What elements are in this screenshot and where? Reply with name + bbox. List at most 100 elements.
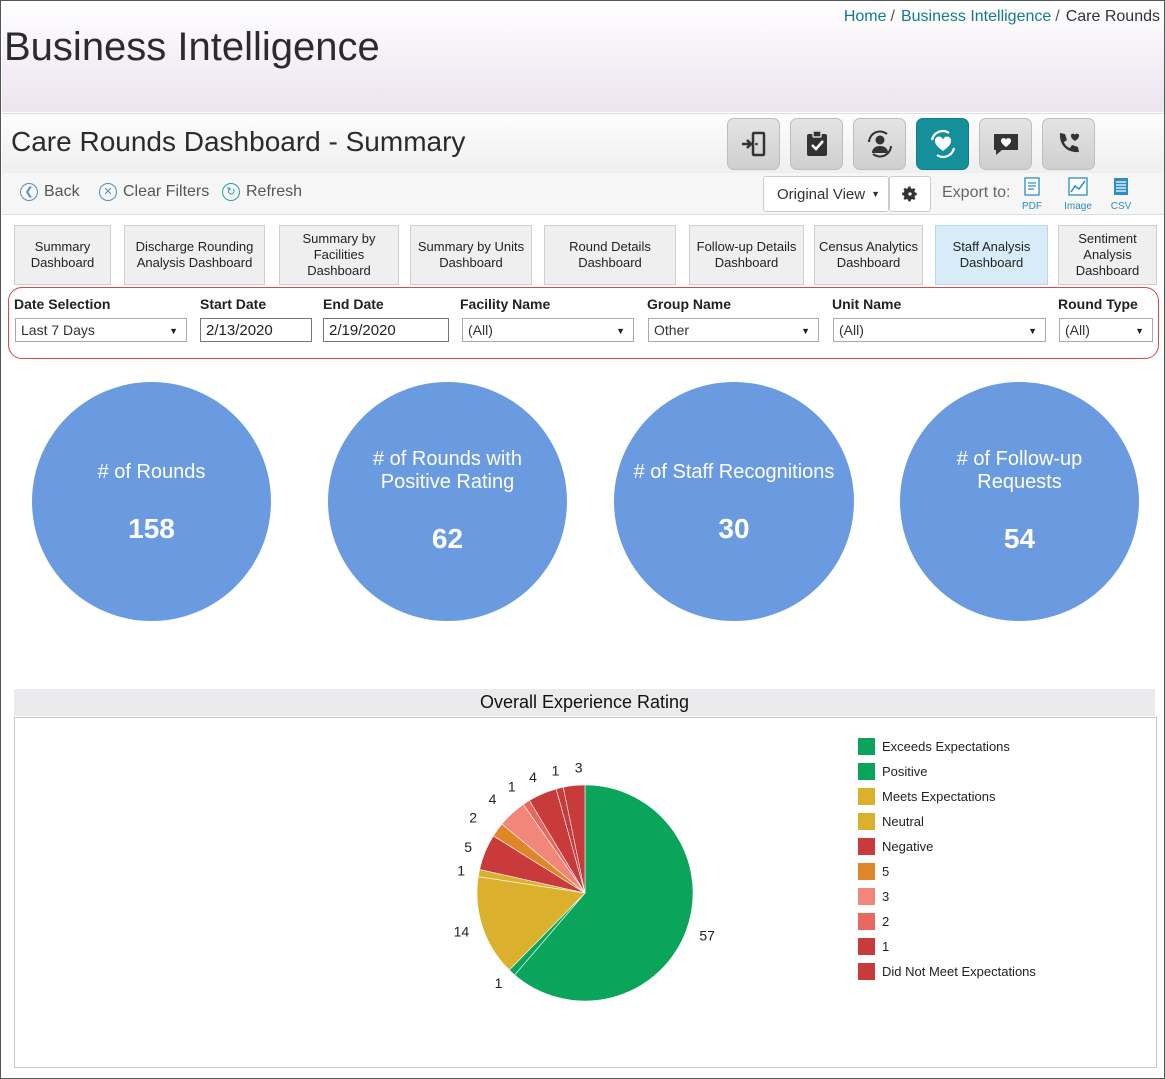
phone-heart-icon xyxy=(1059,133,1079,153)
group-name-dropdown[interactable]: Other ▼ xyxy=(648,318,819,342)
dashboard-header: Care Rounds Dashboard - Summary xyxy=(2,113,1164,173)
legend-swatch xyxy=(858,838,875,855)
legend-swatch xyxy=(858,913,875,930)
pie-data-label: 1 xyxy=(495,975,503,991)
round-type-value: (All) xyxy=(1065,322,1090,338)
kpi-title: # of Follow-up Requests xyxy=(956,448,1083,493)
tab-label: Summary Dashboard xyxy=(30,239,95,270)
legend-label: Did Not Meet Expectations xyxy=(882,964,1036,979)
facility-name-value: (All) xyxy=(468,322,493,338)
tab-summary-by-facilities[interactable]: Summary by Facilities Dashboard xyxy=(279,225,399,285)
legend-swatch xyxy=(858,938,875,955)
date-selection-dropdown[interactable]: Last 7 Days ▼ xyxy=(15,318,187,342)
tab-summary[interactable]: Summary Dashboard xyxy=(14,225,111,285)
legend-swatch xyxy=(858,788,875,805)
legend-item[interactable]: Did Not Meet Expectations xyxy=(858,959,1036,984)
tab-staff-analysis[interactable]: Staff Analysis Dashboard xyxy=(935,225,1048,285)
chart-legend: Exceeds Expectations Positive Meets Expect… xyxy=(858,734,1036,984)
legend-label: 2 xyxy=(882,914,890,929)
breadcrumb-current: Care Rounds xyxy=(1065,8,1160,25)
legend-item[interactable]: Negative xyxy=(858,834,1036,859)
header-band xyxy=(2,2,1164,112)
pie-data-label: 1 xyxy=(508,779,516,795)
pie-data-label: 1 xyxy=(457,862,465,878)
legend-item[interactable]: 1 xyxy=(858,934,1036,959)
caret-down-icon: ▼ xyxy=(1028,326,1037,336)
dashboard-title: Care Rounds Dashboard - Summary xyxy=(11,126,466,157)
pie-data-label: 5 xyxy=(464,839,472,855)
legend-item[interactable]: Neutral xyxy=(858,809,1036,834)
chevron-left-icon: ❮ xyxy=(20,183,38,201)
export-image-button[interactable]: Image xyxy=(1061,177,1095,212)
tab-census-analytics[interactable]: Census Analytics Dashboard xyxy=(814,225,923,285)
legend-item[interactable]: 3 xyxy=(858,884,1036,909)
kpi-value: 30 xyxy=(718,513,750,544)
facility-name-dropdown[interactable]: (All) ▼ xyxy=(462,318,634,342)
tab-sentiment-analysis[interactable]: Sentiment Analysis Dashboard xyxy=(1058,225,1157,285)
facility-name-label: Facility Name xyxy=(460,296,551,312)
legend-item[interactable]: 2 xyxy=(858,909,1036,934)
breadcrumb-home-link[interactable]: Home xyxy=(843,8,887,25)
pdf-document-icon xyxy=(1024,177,1040,196)
legend-item[interactable]: 5 xyxy=(858,859,1036,884)
line-chart-icon xyxy=(1068,177,1088,196)
tab-summary-by-units[interactable]: Summary by Units Dashboard xyxy=(410,225,532,285)
clear-filters-button[interactable]: ✕ Clear Filters xyxy=(99,183,209,201)
module-button-calls[interactable] xyxy=(1042,118,1095,170)
legend-swatch xyxy=(858,888,875,905)
export-csv-label: CSV xyxy=(1110,201,1132,212)
module-button-feedback[interactable] xyxy=(979,118,1032,170)
legend-item[interactable]: Meets Expectations xyxy=(858,784,1036,809)
view-dropdown[interactable]: Original View ▼ xyxy=(763,176,889,212)
unit-name-value: (All) xyxy=(839,322,864,338)
kpi-value: 158 xyxy=(128,513,175,544)
clipboard-check-icon xyxy=(806,130,827,156)
kpi-title: # of Staff Recognitions xyxy=(633,461,835,483)
refresh-label: Refresh xyxy=(246,183,303,200)
kpi-title: # of Rounds xyxy=(97,461,206,483)
toolbar: ❮ Back ✕ Clear Filters ↻ Refresh Origina… xyxy=(2,173,1164,215)
legend-label: 5 xyxy=(882,864,890,879)
settings-button[interactable] xyxy=(889,176,931,212)
pie-slice[interactable] xyxy=(476,876,586,971)
module-button-exit[interactable] xyxy=(727,118,780,170)
chart-panel xyxy=(14,717,1157,1068)
module-button-care-rounds[interactable] xyxy=(916,118,969,170)
export-csv-button[interactable]: CSV xyxy=(1104,177,1138,212)
refresh-button[interactable]: ↻ Refresh xyxy=(222,183,302,201)
start-date-input[interactable]: 2/13/2020 xyxy=(200,318,312,342)
end-date-input[interactable]: 2/19/2020 xyxy=(323,318,449,342)
pie-data-label: 57 xyxy=(699,927,715,943)
unit-name-label: Unit Name xyxy=(832,296,902,312)
module-button-checklist[interactable] xyxy=(790,118,843,170)
tab-label: Staff Analysis Dashboard xyxy=(952,239,1031,270)
pie-data-label: 4 xyxy=(489,791,497,807)
tab-round-details[interactable]: Round Details Dashboard xyxy=(544,225,676,285)
breadcrumb-section-link[interactable]: Business Intelligence xyxy=(900,8,1052,25)
caret-down-icon: ▼ xyxy=(616,326,625,336)
legend-swatch xyxy=(858,813,875,830)
legend-item[interactable]: Positive xyxy=(858,759,1036,784)
pie-slice[interactable] xyxy=(562,784,586,894)
module-button-rounding[interactable] xyxy=(853,118,906,170)
export-pdf-label: PDF xyxy=(1022,201,1042,212)
tab-follow-up-details[interactable]: Follow-up Details Dashboard xyxy=(689,225,804,285)
caret-down-icon: ▼ xyxy=(169,326,178,336)
unit-name-dropdown[interactable]: (All) ▼ xyxy=(833,318,1046,342)
export-pdf-button[interactable]: PDF xyxy=(1015,177,1049,212)
tab-discharge-rounding[interactable]: Discharge Rounding Analysis Dashboard xyxy=(124,225,265,285)
legend-label: Neutral xyxy=(882,814,924,829)
date-selection-value: Last 7 Days xyxy=(21,322,95,338)
gear-icon xyxy=(902,186,917,202)
pie-slice[interactable] xyxy=(514,784,694,1002)
kpi-follow-up-requests: # of Follow-up Requests 54 xyxy=(900,382,1139,621)
legend-item[interactable]: Exceeds Expectations xyxy=(858,734,1036,759)
view-dropdown-value: Original View xyxy=(777,185,866,203)
round-type-dropdown[interactable]: (All) ▼ xyxy=(1059,318,1153,342)
caret-down-icon: ▼ xyxy=(871,189,881,199)
back-button[interactable]: ❮ Back xyxy=(20,183,80,201)
breadcrumb-separator: / xyxy=(890,8,895,25)
end-date-value: 2/19/2020 xyxy=(329,321,396,339)
breadcrumb: Home / Business Intelligence / Care Rounds xyxy=(844,8,1160,26)
